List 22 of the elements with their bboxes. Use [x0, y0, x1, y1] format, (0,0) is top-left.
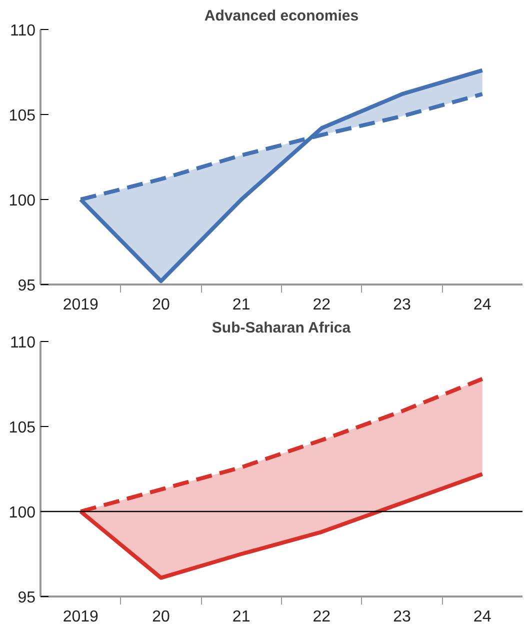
y-tick-label: 110 [10, 22, 36, 40]
y-tick-label: 100 [8, 504, 36, 522]
y-tick-label: 105 [8, 420, 36, 436]
y-tick-label: 95 [18, 590, 36, 606]
x-tick-label: 2019 [62, 296, 99, 314]
x-tick-label: 21 [232, 608, 250, 626]
chart-title: Sub-Saharan Africa [212, 320, 352, 336]
x-tick-label: 23 [393, 296, 411, 314]
x-tick-label: 24 [473, 296, 492, 314]
x-tick-label: 22 [312, 296, 331, 314]
x-tick-label: 20 [152, 608, 170, 626]
y-tick-label: 95 [18, 278, 36, 294]
x-tick-label: 20 [152, 296, 170, 314]
x-tick-label: 2019 [62, 608, 99, 626]
y-tick-label: 105 [8, 108, 36, 124]
y-tick-label: 100 [8, 192, 36, 210]
x-tick-label: 24 [473, 608, 492, 626]
x-tick-label: 23 [393, 608, 411, 626]
x-tick-label: 22 [312, 608, 331, 626]
chart-title: Advanced economies [204, 8, 359, 24]
y-tick-label: 110 [10, 334, 36, 352]
x-tick-label: 21 [232, 296, 250, 314]
